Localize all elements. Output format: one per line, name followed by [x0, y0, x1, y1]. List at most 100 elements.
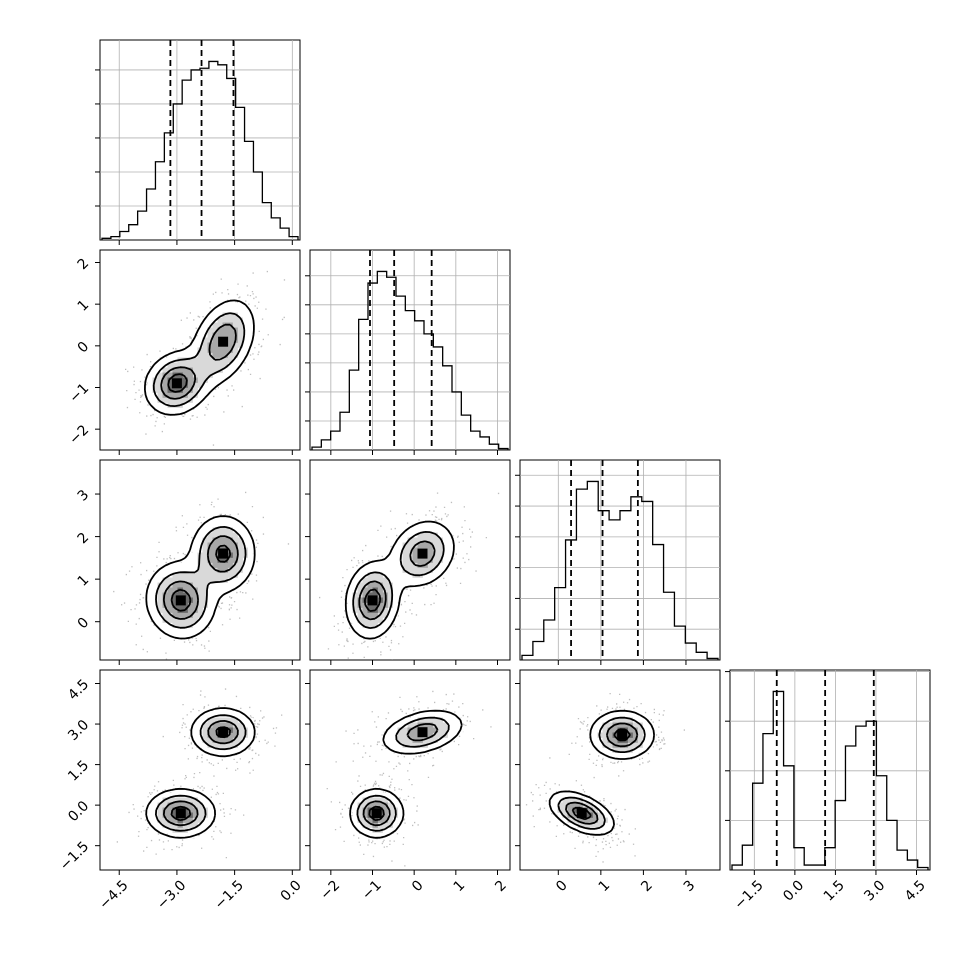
- contour-line: [144, 299, 255, 416]
- contour-line: [364, 588, 382, 612]
- contour-line: [349, 709, 463, 839]
- y-tick-label-2: 0: [75, 615, 93, 633]
- density-fill: [172, 547, 233, 613]
- x-tick-label-1: −2: [317, 877, 343, 903]
- contour-line: [162, 720, 239, 827]
- x-tick-label-2: 0: [553, 877, 571, 895]
- peak-square: [371, 808, 382, 819]
- x-tick-label-0: −3.0: [154, 877, 189, 912]
- contour-line: [362, 723, 439, 827]
- contour-line: [145, 515, 256, 640]
- contour-line: [344, 520, 455, 640]
- hist-step-3: [731, 690, 929, 870]
- y-tick-label-3: −1.5: [57, 839, 92, 874]
- panel-content: [326, 690, 492, 867]
- x-tick-label-1: 2: [492, 877, 510, 895]
- peak-square: [218, 548, 229, 559]
- y-tick-label-1: 2: [75, 255, 93, 273]
- y-tick-label-2: 1: [75, 572, 93, 590]
- peak-square: [175, 595, 186, 606]
- hist-grid: [310, 250, 510, 450]
- hist-panel-1: [305, 249, 511, 455]
- panel-content: [125, 270, 286, 446]
- panel-frame: [519, 669, 721, 871]
- contour-line: [170, 726, 231, 821]
- hist-frame: [729, 669, 931, 871]
- hist-panel-2: [515, 459, 721, 665]
- hist-step-2: [521, 480, 719, 660]
- peak-square: [576, 808, 587, 819]
- peak-square: [218, 336, 229, 347]
- y-tick-label-2: 2: [75, 530, 93, 548]
- peak-square: [617, 729, 628, 740]
- x-tick-label-1: 1: [451, 877, 469, 895]
- contour-line: [160, 323, 237, 400]
- panel-frame: [99, 669, 301, 871]
- contour-line: [145, 707, 256, 839]
- contour-line: [155, 714, 247, 832]
- x-tick-label-3: −1.5: [731, 877, 766, 912]
- hist-panel-3: [725, 669, 931, 875]
- panel-content: [525, 693, 685, 863]
- peak-square: [367, 595, 378, 606]
- contour-line: [557, 716, 646, 830]
- contour-line: [358, 540, 436, 621]
- hist-frame: [309, 249, 511, 451]
- scatter-panel-1-2: [305, 459, 511, 665]
- hist-frame: [99, 39, 301, 241]
- peak-square: [218, 727, 229, 738]
- scatter-panel-0-3: [95, 669, 301, 875]
- x-tick-label-3: 4.5: [902, 877, 929, 904]
- contour-line: [571, 728, 631, 821]
- x-tick-label-0: 0.0: [278, 877, 305, 904]
- y-tick-label-3: 1.5: [65, 758, 92, 785]
- scatter-panel-1-3: [305, 669, 511, 875]
- hist-grid: [520, 460, 720, 660]
- contour-line: [167, 373, 188, 393]
- x-tick-label-3: 1.5: [821, 877, 848, 904]
- scatter-panel-0-1: [95, 249, 301, 455]
- y-tick-label-1: −2: [66, 422, 92, 448]
- panel-content: [113, 491, 290, 660]
- contour-line: [368, 805, 385, 821]
- contour-line: [565, 722, 639, 825]
- y-tick-label-1: 1: [75, 297, 93, 315]
- x-tick-label-2: 3: [681, 878, 699, 896]
- x-tick-label-1: 0: [409, 877, 427, 895]
- x-tick-label-2: 2: [638, 877, 656, 895]
- panel-frame: [309, 669, 511, 871]
- contour-line: [152, 312, 246, 407]
- peak-square: [417, 727, 428, 738]
- x-tick-label-1: −1: [359, 877, 385, 903]
- contour-line: [155, 526, 247, 629]
- y-tick-label-1: −1: [66, 380, 92, 406]
- x-tick-label-0: −1.5: [212, 877, 247, 912]
- contour-line: [170, 544, 232, 612]
- panel-content: [116, 688, 283, 859]
- y-tick-label-3: 4.5: [65, 676, 92, 703]
- hist-step-1: [311, 270, 509, 450]
- peak-square: [175, 808, 186, 819]
- x-tick-label-0: −4.5: [96, 877, 131, 912]
- peak-square: [417, 548, 428, 559]
- scatter-panel-2-3: [515, 669, 721, 875]
- contour-line: [352, 531, 445, 629]
- x-tick-label-2: 1: [596, 878, 614, 896]
- hist-panel-0: [95, 39, 301, 245]
- y-tick-label-3: 0.0: [65, 798, 92, 825]
- scatter-panel-0-2: [95, 459, 301, 665]
- x-tick-label-3: 0.0: [780, 877, 807, 904]
- y-tick-label-2: 3: [75, 487, 93, 505]
- panel-content: [319, 492, 500, 660]
- hist-step-0: [101, 60, 299, 240]
- y-tick-label-3: 3.0: [65, 717, 92, 744]
- y-tick-label-1: 0: [75, 339, 93, 357]
- x-tick-label-3: 3.0: [861, 877, 888, 904]
- peak-square: [171, 378, 182, 389]
- contour-line: [548, 709, 655, 836]
- contour-line: [162, 535, 239, 620]
- density-fill: [567, 722, 638, 823]
- hist-frame: [519, 459, 721, 661]
- contour-line: [356, 716, 450, 832]
